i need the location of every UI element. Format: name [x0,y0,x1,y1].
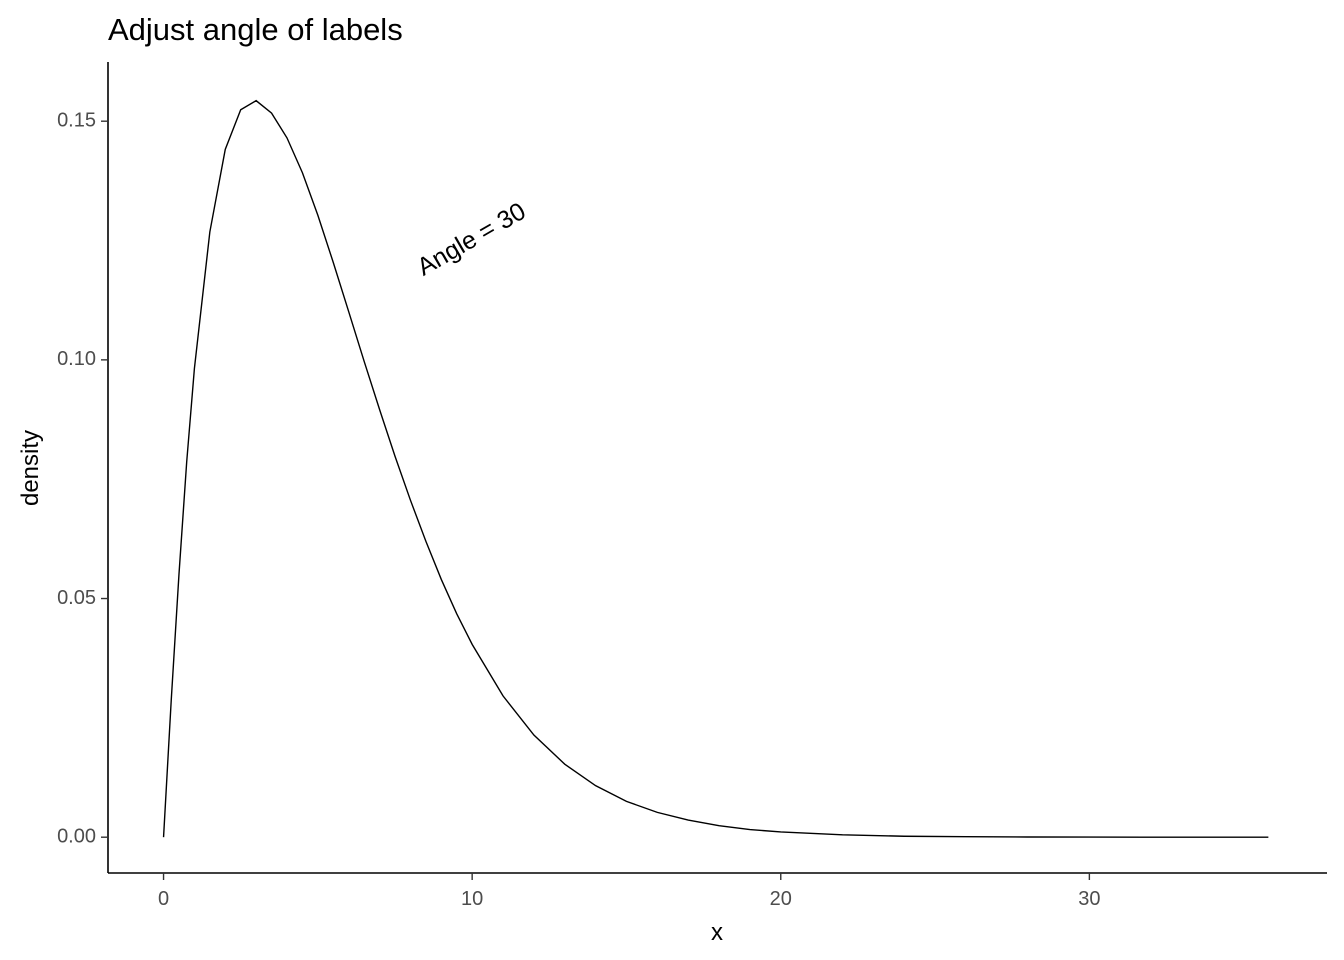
x-axis-ticks: 0 10 20 30 [158,873,1100,910]
angle-annotation: Angle = 30 [412,197,530,281]
y-tick-label: 0.10 [57,348,96,370]
y-tick-label: 0.15 [57,109,96,131]
x-tick-label: 30 [1078,888,1100,910]
y-tick-label: 0.00 [57,825,96,847]
density-curve [162,99,1269,838]
y-axis-ticks: 0.00 0.05 0.10 0.15 [57,109,108,847]
x-tick-label: 20 [770,888,792,910]
y-tick-label: 0.05 [57,587,96,609]
y-axis-title: density [17,430,44,506]
x-axis-title: x [711,919,723,946]
x-tick-label: 0 [158,888,169,910]
chart-title: Adjust angle of labels [108,12,403,47]
x-tick-label: 10 [461,888,483,910]
plot-panel: 0.00 0.05 0.10 0.15 0 10 20 30 Angle = 30 [57,62,1327,910]
